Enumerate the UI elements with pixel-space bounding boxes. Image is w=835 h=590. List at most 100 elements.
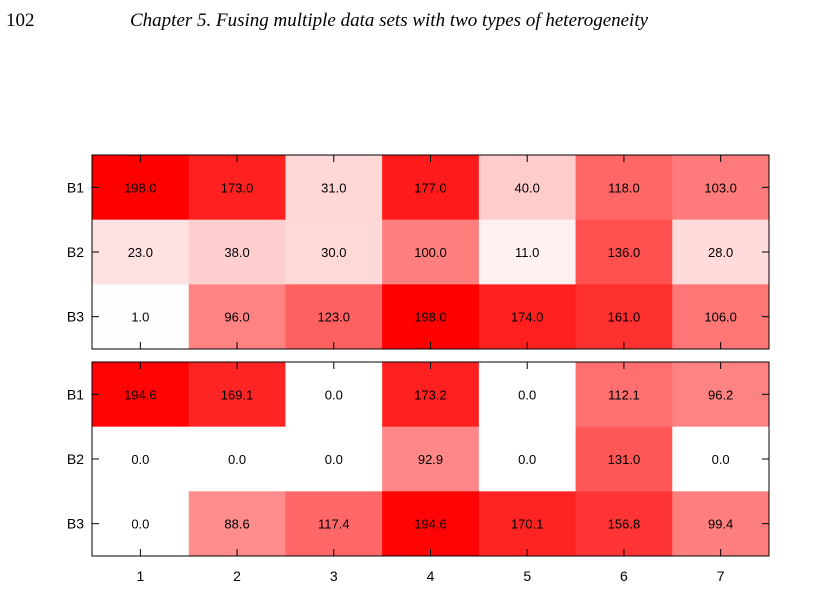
cell-value-label: 106.0: [704, 310, 737, 325]
heatmap-cell: [382, 155, 480, 221]
cell-value-label: 28.0: [708, 245, 733, 260]
x-tick-label: 5: [523, 568, 531, 584]
x-tick-label: 7: [717, 568, 725, 584]
heatmap-cell: [575, 284, 673, 350]
x-tick-label: 1: [136, 568, 144, 584]
heatmap-cell: [672, 284, 770, 350]
cell-value-label: 1.0: [131, 310, 149, 325]
cell-value-label: 96.0: [224, 310, 249, 325]
cell-value-label: 194.6: [124, 387, 157, 402]
heatmap-cell: [478, 362, 577, 428]
heatmap-cell: [478, 284, 577, 350]
cell-value-label: 11.0: [515, 245, 539, 260]
y-tick-label: B2: [67, 451, 84, 467]
y-tick-label: B3: [67, 309, 84, 325]
y-tick-label: B2: [67, 244, 84, 260]
heatmap-panel-2: 194.6 169.1 0.0 173.2 0.0 112.1 96.2 0.0 0.0 0.0 9…: [67, 361, 770, 557]
heatmap-cell: [92, 362, 190, 428]
running-title: Chapter 5. Fusing multiple data sets wit…: [130, 10, 649, 31]
y-tick-label: B3: [67, 516, 84, 532]
heatmap-cell: [188, 219, 286, 285]
heatmap-cell: [92, 284, 190, 350]
cell-value-label: 23.0: [128, 245, 153, 260]
heatmap-cell: [92, 219, 190, 285]
cell-value-label: 31.0: [321, 180, 346, 195]
heatmap-cell: [285, 155, 383, 221]
heatmap-cell: [575, 219, 673, 285]
x-tick-label: 4: [427, 568, 435, 584]
heatmap-cell: [188, 362, 286, 428]
cell-value-label: 0.0: [131, 517, 149, 532]
y-tick-label: B1: [67, 386, 84, 402]
heatmap-cell: [478, 426, 577, 492]
heatmap-cell: [672, 426, 770, 492]
cell-value-label: 136.0: [608, 245, 641, 260]
heatmap-cell: [382, 284, 480, 350]
heatmap-cell: [672, 155, 770, 221]
cell-value-label: 30.0: [321, 245, 346, 260]
heatmap-cell: [382, 491, 480, 557]
heatmap-cell: [188, 155, 286, 221]
cell-value-label: 198.0: [124, 180, 157, 195]
heatmap-cell: [575, 426, 673, 492]
cell-value-label: 38.0: [224, 245, 249, 260]
heatmap-cell: [285, 284, 383, 350]
x-tick-label: 3: [330, 568, 338, 584]
cell-value-label: 194.6: [414, 517, 447, 532]
cell-value-label: 40.0: [515, 180, 540, 195]
heatmap-cell: [188, 491, 286, 557]
heatmap-cell: [285, 219, 383, 285]
cell-value-label: 170.1: [511, 517, 544, 532]
cell-value-label: 117.4: [318, 517, 350, 532]
heatmap-cell: [575, 491, 673, 557]
y-tick-label: B1: [67, 179, 84, 195]
heatmap-cell: [672, 362, 770, 428]
page-header: 102 Chapter 5. Fusing multiple data sets…: [0, 0, 835, 40]
x-tick-label: 6: [620, 568, 628, 584]
cell-value-label: 177.0: [414, 180, 447, 195]
cell-value-label: 156.8: [608, 517, 641, 532]
heatmap-cell: [92, 491, 190, 557]
cell-value-label: 92.9: [418, 452, 443, 467]
heatmap-cell: [382, 219, 480, 285]
heatmap-cell: [188, 426, 286, 492]
cell-value-label: 100.0: [414, 245, 447, 260]
cell-value-label: 99.4: [708, 517, 733, 532]
heatmap-cell: [575, 362, 673, 428]
page-number: 102: [6, 10, 35, 31]
cell-value-label: 123.0: [318, 310, 351, 325]
cell-value-label: 173.2: [414, 387, 447, 402]
cell-value-label: 118.0: [608, 180, 640, 195]
heatmap-cell: [478, 155, 577, 221]
heatmap-panel-1: 198.0 173.0 31.0 177.0 40.0 118.0 103.0 23.0 38.…: [67, 154, 770, 350]
cell-value-label: 161.0: [608, 310, 641, 325]
cell-value-label: 103.0: [704, 180, 737, 195]
cell-value-label: 0.0: [518, 452, 536, 467]
heatmap-cell: [478, 219, 577, 285]
cell-value-label: 0.0: [712, 452, 730, 467]
cell-value-label: 96.2: [708, 387, 733, 402]
heatmap-cell: [285, 362, 383, 428]
cell-value-label: 0.0: [131, 452, 149, 467]
heatmap-cell: [285, 491, 383, 557]
heatmap-cell: [672, 491, 770, 557]
cell-value-label: 0.0: [325, 387, 343, 402]
cell-value-label: 0.0: [228, 452, 246, 467]
heatmap-cell: [478, 491, 577, 557]
heatmap-cell: [188, 284, 286, 350]
cell-value-label: 174.0: [511, 310, 544, 325]
cell-value-label: 169.1: [221, 387, 254, 402]
heatmap-cell: [382, 362, 480, 428]
heatmap-cell: [672, 219, 770, 285]
heatmap-cell: [575, 155, 673, 221]
cell-value-label: 0.0: [325, 452, 343, 467]
cell-value-label: 88.6: [224, 517, 249, 532]
cell-value-label: 0.0: [518, 387, 536, 402]
heatmap-cell: [92, 426, 190, 492]
cell-value-label: 173.0: [221, 180, 254, 195]
heatmap-cell: [382, 426, 480, 492]
x-tick-label: 2: [233, 568, 241, 584]
cell-value-label: 112.1: [608, 387, 640, 402]
heatmap-cell: [285, 426, 383, 492]
